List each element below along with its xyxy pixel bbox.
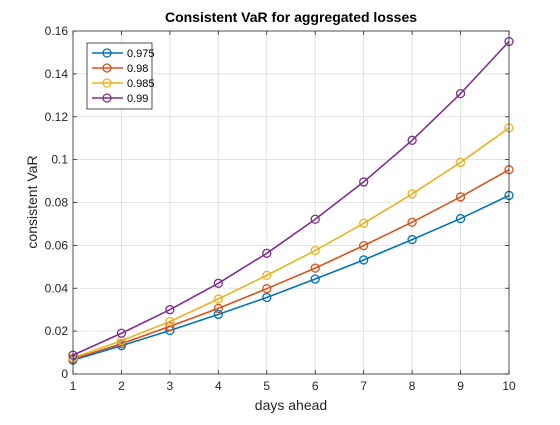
data-point xyxy=(116,328,127,338)
series-0.975 xyxy=(68,190,514,365)
x-tick-label: 9 xyxy=(457,379,464,393)
x-tick-label: 1 xyxy=(70,379,77,393)
data-point xyxy=(455,192,466,202)
y-tick-label: 0.14 xyxy=(45,67,69,81)
y-tick-label: 0.1 xyxy=(51,153,68,167)
series-layer xyxy=(68,36,514,365)
x-tick-label: 3 xyxy=(167,379,174,393)
data-point xyxy=(165,305,175,315)
data-point xyxy=(213,294,223,304)
data-point xyxy=(262,284,272,294)
legend: 0.975 0.98 0.985 0.99 xyxy=(86,42,155,110)
legend-entry: 0.985 xyxy=(92,78,155,90)
data-point xyxy=(407,217,417,227)
data-point xyxy=(359,177,369,187)
data-point xyxy=(310,245,320,256)
series-line xyxy=(72,169,510,360)
y-axis-label: consistent VaR xyxy=(24,155,40,248)
legend-label: 0.985 xyxy=(127,78,155,90)
x-tick-label: 10 xyxy=(502,379,516,393)
x-tick-label: 8 xyxy=(409,379,416,393)
chart-title: Consistent VaR for aggregated losses xyxy=(165,9,417,25)
data-point xyxy=(262,270,272,281)
y-tick-label: 0.12 xyxy=(45,110,69,124)
data-point xyxy=(359,255,369,265)
axis-ticks: 1 2 3 4 5 6 7 8 9 10 0 0.02 0.04 0.06 0.08 0.1 0.12 0.14 0… xyxy=(45,24,516,393)
data-point xyxy=(407,135,417,145)
data-point xyxy=(359,240,369,251)
legend-marker xyxy=(102,63,112,73)
y-tick-label: 0.16 xyxy=(45,24,69,38)
data-point xyxy=(310,214,320,224)
data-point xyxy=(262,292,272,303)
legend-label: 0.98 xyxy=(127,63,148,75)
data-point xyxy=(310,263,320,273)
x-tick-label: 4 xyxy=(215,379,222,393)
legend-label: 0.975 xyxy=(127,48,155,60)
legend-entry: 0.98 xyxy=(92,63,148,75)
x-tick-label: 5 xyxy=(263,379,270,393)
series-line xyxy=(72,127,510,359)
legend-marker xyxy=(102,48,112,58)
legend-entry: 0.975 xyxy=(92,48,155,60)
series-0.99 xyxy=(68,36,514,360)
y-tick-label: 0.08 xyxy=(45,196,69,210)
legend-label: 0.99 xyxy=(127,93,148,105)
data-point xyxy=(116,339,127,349)
y-tick-label: 0.06 xyxy=(45,238,69,252)
legend-entry: 0.99 xyxy=(92,93,148,105)
legend-marker xyxy=(102,93,112,103)
data-point xyxy=(455,213,466,224)
x-tick-label: 7 xyxy=(360,379,367,393)
x-tick-label: 6 xyxy=(312,379,319,393)
data-point xyxy=(213,278,223,288)
series-line xyxy=(72,40,510,356)
data-point xyxy=(407,189,417,199)
legend-marker xyxy=(102,78,112,88)
data-point xyxy=(213,303,223,314)
data-point xyxy=(165,316,175,327)
y-tick-label: 0.04 xyxy=(45,281,69,295)
data-point xyxy=(262,248,272,258)
x-tick-label: 2 xyxy=(118,379,125,393)
y-tick-label: 0.02 xyxy=(45,324,69,338)
data-point xyxy=(213,309,223,320)
y-tick-label: 0 xyxy=(61,367,68,381)
data-point xyxy=(455,157,466,168)
series-line xyxy=(72,194,510,361)
data-point xyxy=(359,218,369,228)
data-point xyxy=(310,274,320,284)
data-point xyxy=(407,234,417,245)
data-point xyxy=(455,88,466,99)
data-point xyxy=(165,321,175,332)
x-axis-label: days ahead xyxy=(255,397,327,413)
